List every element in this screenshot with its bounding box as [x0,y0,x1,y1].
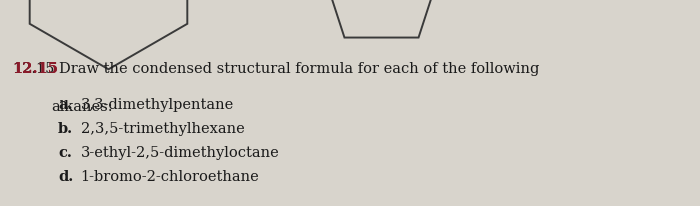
Text: 3,3-dimethylpentane: 3,3-dimethylpentane [80,97,234,111]
Text: 3-ethyl-2,5-dimethyloctane: 3-ethyl-2,5-dimethyloctane [80,145,279,159]
Text: b.: b. [58,121,74,135]
Text: alkanes:: alkanes: [51,100,113,114]
Text: c.: c. [58,145,72,159]
Text: 12.15: 12.15 [13,62,59,76]
Text: 12.15 Draw the condensed structural formula for each of the following: 12.15 Draw the condensed structural form… [13,62,539,76]
Text: d.: d. [58,169,74,183]
Text: 12.15: 12.15 [13,62,59,76]
Text: a.: a. [58,97,73,111]
Text: 1-bromo-2-chloroethane: 1-bromo-2-chloroethane [80,169,259,183]
Text: 2,3,5-trimethylhexane: 2,3,5-trimethylhexane [80,121,244,135]
